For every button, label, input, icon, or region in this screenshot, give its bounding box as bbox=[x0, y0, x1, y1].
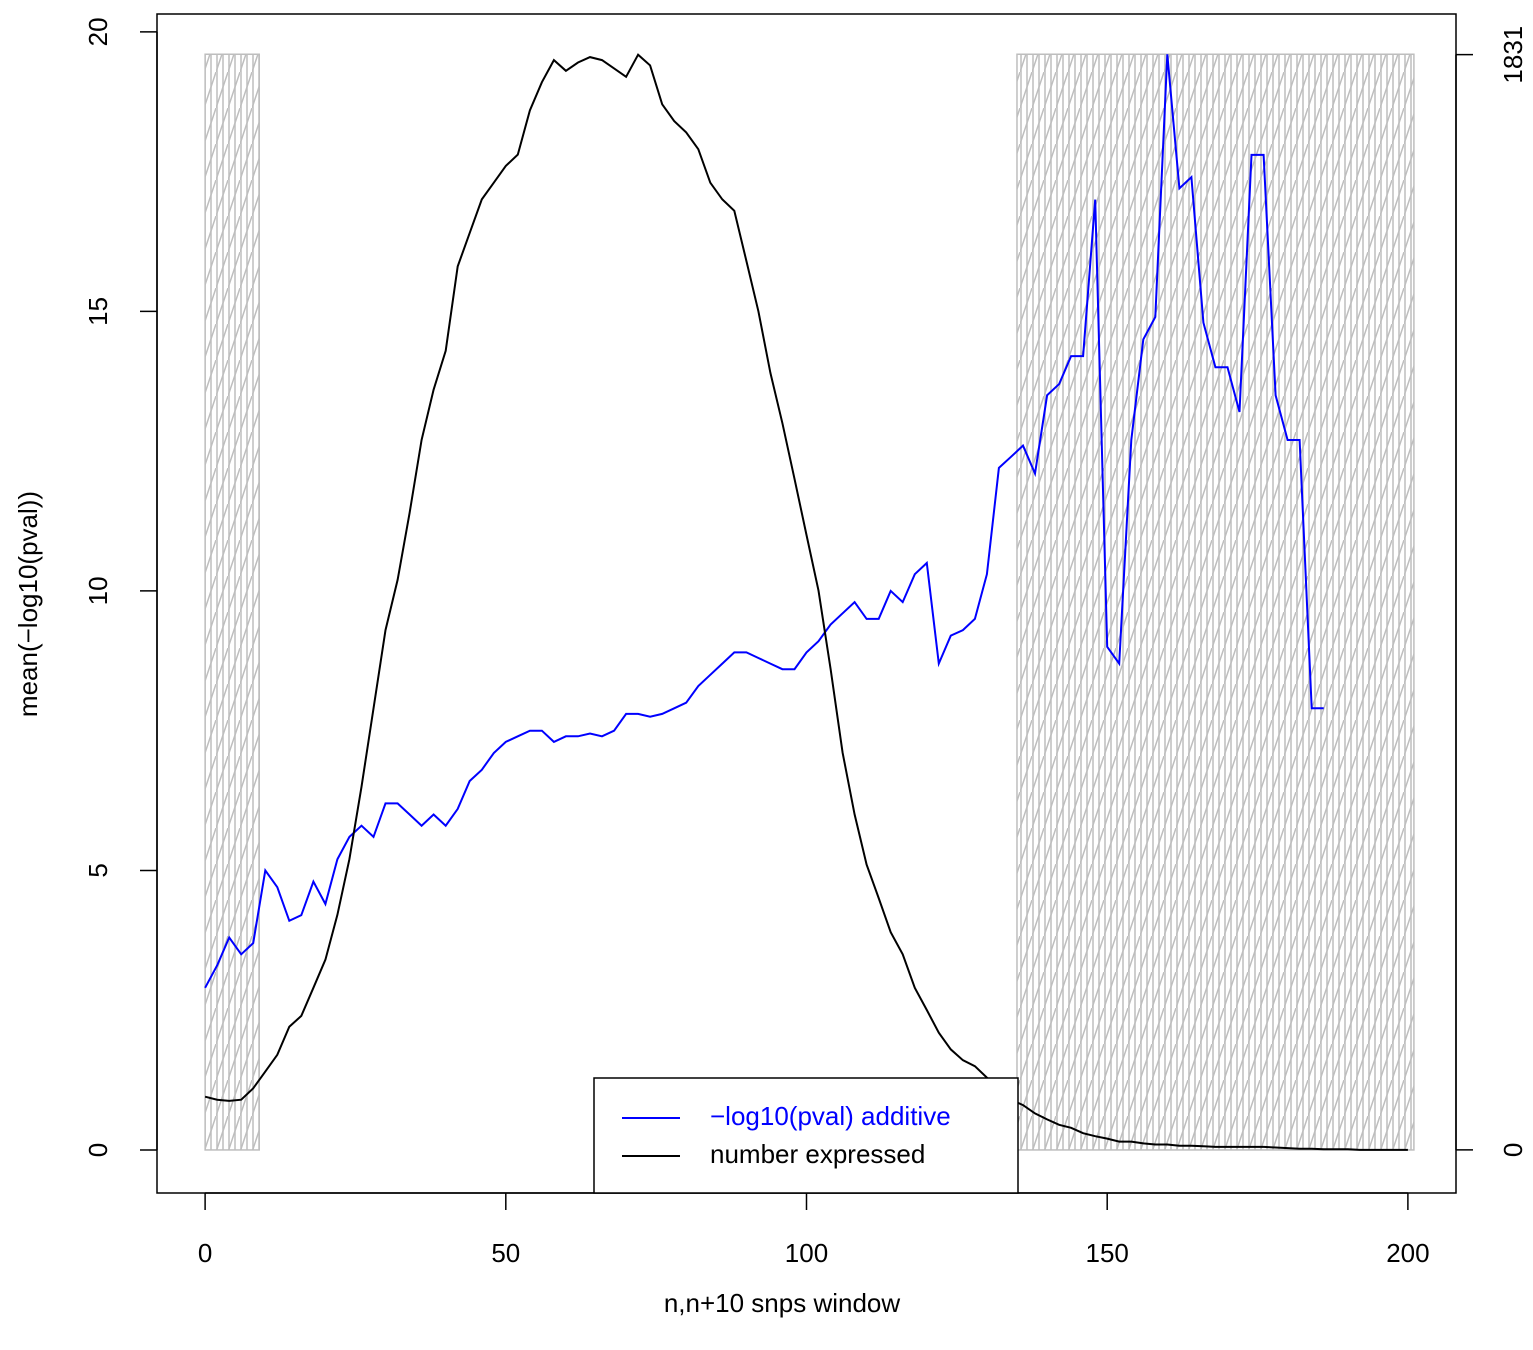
x-tick-label: 0 bbox=[198, 1238, 212, 1268]
y-tick-label: 15 bbox=[83, 297, 113, 326]
legend-label: number expressed bbox=[710, 1139, 925, 1169]
y2-tick-label: 1831 bbox=[1498, 26, 1528, 84]
series-line bbox=[204, 53, 1408, 1151]
y-tick-label: 20 bbox=[83, 17, 113, 46]
y-axis-label: mean(−log10(pval)) bbox=[13, 491, 43, 717]
legend-label: −log10(pval) additive bbox=[710, 1101, 951, 1131]
x-axis-label: n,n+10 snps window bbox=[664, 1288, 901, 1318]
series-line bbox=[204, 54, 1324, 989]
x-tick-label: 150 bbox=[1085, 1238, 1128, 1268]
y-tick-label: 10 bbox=[83, 576, 113, 605]
y-tick-label: 0 bbox=[83, 1143, 113, 1157]
shaded-region bbox=[204, 53, 260, 1151]
x-tick-label: 100 bbox=[785, 1238, 828, 1268]
legend-box bbox=[593, 1077, 1019, 1194]
x-tick-label: 200 bbox=[1386, 1238, 1429, 1268]
x-tick-label: 50 bbox=[491, 1238, 520, 1268]
y-tick-label: 5 bbox=[83, 863, 113, 877]
y2-tick-label: 0 bbox=[1498, 1143, 1528, 1157]
shaded-region bbox=[1016, 53, 1415, 1151]
